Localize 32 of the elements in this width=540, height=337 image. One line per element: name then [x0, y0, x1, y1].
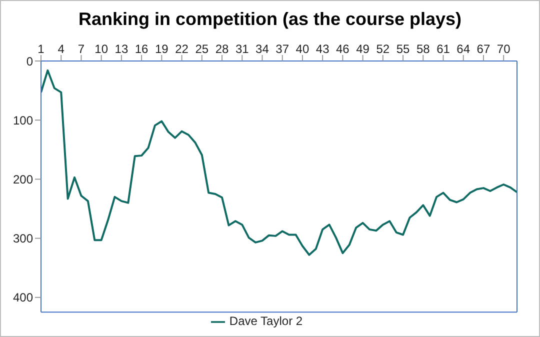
- x-tick-label: 10: [94, 42, 108, 56]
- x-tick-label: 28: [215, 42, 230, 56]
- x-tick-label: 61: [436, 42, 450, 56]
- x-tick-label: 19: [154, 42, 169, 56]
- x-tick-label: 67: [476, 42, 490, 56]
- x-tick-label: 46: [336, 42, 350, 56]
- x-tick-label: 64: [456, 42, 470, 56]
- chart-title: Ranking in competition (as the course plays): [77, 9, 463, 31]
- y-tick-label: 0: [26, 54, 34, 68]
- x-tick-label: 31: [235, 42, 250, 56]
- x-tick-label: 22: [175, 42, 189, 56]
- x-tick-label: 7: [78, 42, 85, 56]
- x-tick-label: 40: [296, 42, 310, 56]
- x-tick-label: 49: [356, 42, 370, 56]
- legend-label: Dave Taylor 2: [229, 314, 303, 328]
- y-tick-label: 400: [12, 290, 34, 305]
- x-tick-label: 4: [58, 42, 65, 56]
- line-series: [41, 69, 517, 256]
- x-tick-label: 34: [256, 42, 270, 56]
- y-tick-label: 300: [12, 232, 34, 246]
- x-tick-label: 70: [496, 42, 511, 56]
- x-tick-label: 43: [316, 42, 330, 56]
- x-tick-label: 16: [134, 42, 149, 56]
- y-tick-label: 100: [12, 113, 34, 128]
- x-tick-label: 1: [38, 42, 45, 56]
- x-tick-label: 25: [195, 42, 209, 56]
- x-tick-label: 58: [416, 42, 430, 56]
- y-tick-label: 200: [12, 172, 34, 186]
- x-tick-label: 55: [396, 42, 410, 56]
- x-tick-label: 37: [276, 42, 290, 56]
- x-tick-label: 52: [376, 42, 390, 56]
- x-tick-label: 13: [114, 42, 128, 56]
